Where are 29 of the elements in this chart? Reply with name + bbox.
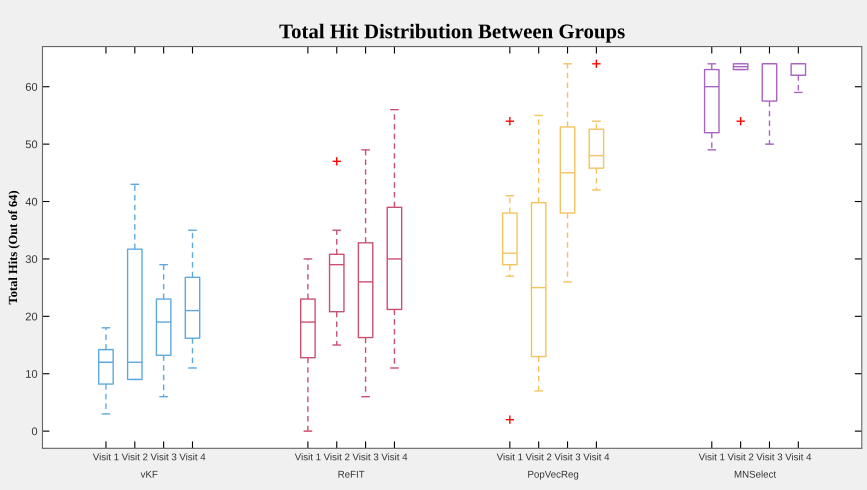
x-tick-label: Visit 4 (785, 453, 812, 460)
text: MNSelect (734, 470, 776, 478)
text: ReFIT (338, 470, 364, 478)
x-tick-label: Visit 4 (179, 453, 206, 460)
x-tick-label: Visit 4 (583, 453, 610, 460)
text: PopVecReg (528, 470, 578, 480)
x-tick-label: Visit 4 (381, 453, 408, 460)
x-tick-label: Visit 3 (352, 453, 378, 460)
x-tick-label: Visit 2 (526, 453, 552, 460)
y-tick-label: 40 (26, 198, 38, 206)
y-axis-title: Total Hits (Out of 64) (8, 190, 20, 304)
x-tick-label: Visit 1 (92, 453, 119, 460)
y-tick-label: 30 (26, 255, 38, 264)
y-tick-label: 0 (32, 427, 38, 436)
y-tick-label: 60 (26, 82, 38, 91)
x-tick-label: Visit 3 (150, 453, 176, 460)
x-tick-label: Visit 3 (554, 453, 580, 460)
x-tick-label: Visit 1 (294, 453, 321, 460)
x-tick-label: Visit 3 (756, 453, 782, 460)
y-tick-label: 10 (26, 370, 38, 378)
x-tick-label: Visit 1 (496, 453, 523, 460)
x-tick-label: Visit 1 (698, 453, 724, 460)
chart-title: Total Hit Distribution Between Groups (279, 24, 625, 43)
x-tick-label: Visit 2 (324, 453, 350, 460)
text: vKF (140, 470, 158, 478)
y-tick-label: 50 (26, 140, 38, 148)
y-tick-label: 20 (26, 312, 38, 320)
x-tick-label: Visit 2 (728, 453, 754, 460)
x-tick-label: Visit 2 (122, 453, 148, 460)
